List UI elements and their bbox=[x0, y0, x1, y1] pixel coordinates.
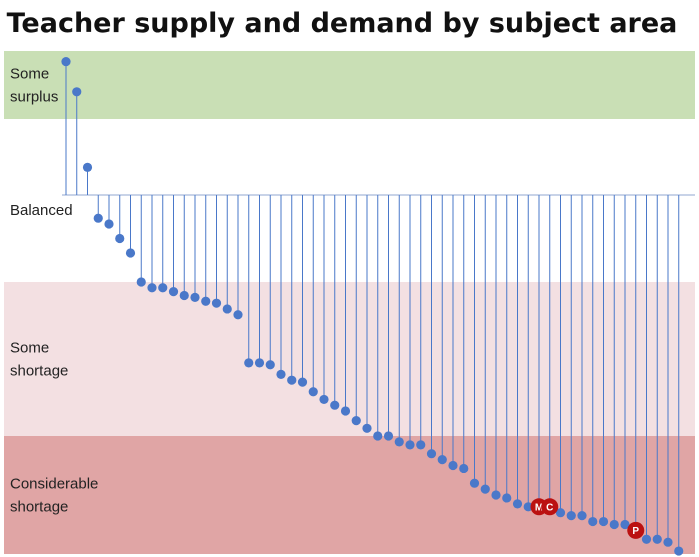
data-point bbox=[72, 87, 82, 97]
data-point bbox=[287, 375, 297, 385]
chart-title: Teacher supply and demand by subject are… bbox=[7, 8, 678, 39]
data-point bbox=[147, 283, 157, 293]
data-point bbox=[125, 248, 136, 258]
data-point bbox=[265, 360, 275, 370]
data-point bbox=[459, 463, 469, 474]
data-point bbox=[104, 219, 114, 229]
band-label-shortage-0: Some bbox=[10, 340, 49, 357]
data-point bbox=[362, 423, 372, 433]
band-label-shortage-1: shortage bbox=[10, 363, 68, 380]
highlights-layer: M C P bbox=[530, 498, 645, 539]
band-labels-layer: Some surplus Balanced Some shortage Considera… bbox=[10, 66, 98, 516]
data-point bbox=[405, 440, 415, 450]
stems-layer bbox=[65, 61, 680, 552]
band-label-surplus-1: surplus bbox=[10, 89, 58, 106]
data-point bbox=[351, 416, 361, 426]
data-point bbox=[577, 511, 587, 521]
bands-layer bbox=[4, 51, 695, 554]
data-point bbox=[416, 440, 426, 450]
data-point bbox=[555, 508, 566, 518]
band-label-considerable-1: shortage bbox=[10, 499, 68, 516]
data-point bbox=[308, 387, 318, 397]
data-point bbox=[190, 292, 200, 302]
data-point bbox=[620, 519, 630, 530]
data-point bbox=[244, 358, 254, 368]
data-point bbox=[448, 460, 458, 471]
data-point bbox=[598, 516, 609, 527]
data-point bbox=[222, 304, 232, 314]
data-point bbox=[179, 290, 189, 301]
data-point bbox=[201, 296, 211, 306]
data-point bbox=[276, 369, 286, 379]
highlight-label-C: C bbox=[546, 502, 553, 513]
data-point bbox=[254, 358, 265, 368]
data-point bbox=[297, 377, 308, 387]
band-label-surplus-0: Some bbox=[10, 66, 49, 83]
data-point bbox=[437, 455, 447, 465]
band-label-balanced-0: Balanced bbox=[10, 202, 73, 219]
data-point bbox=[641, 534, 652, 544]
data-point bbox=[588, 516, 598, 527]
data-point bbox=[652, 534, 662, 544]
data-point bbox=[82, 162, 93, 172]
data-point bbox=[136, 277, 146, 287]
data-point bbox=[512, 499, 523, 509]
data-point bbox=[566, 511, 576, 521]
data-point bbox=[211, 298, 222, 308]
data-point bbox=[426, 449, 437, 459]
highlight-label-P: P bbox=[632, 526, 639, 537]
data-point bbox=[502, 493, 512, 503]
highlight-marker-C bbox=[541, 498, 559, 516]
band-considerable bbox=[4, 436, 695, 554]
data-point bbox=[115, 233, 125, 244]
data-point bbox=[319, 394, 329, 405]
data-point bbox=[469, 478, 480, 488]
data-point bbox=[93, 213, 103, 223]
data-point bbox=[168, 287, 179, 297]
band-surplus bbox=[4, 51, 695, 119]
data-point bbox=[480, 484, 490, 494]
data-point bbox=[491, 490, 501, 500]
data-point bbox=[609, 519, 619, 530]
data-point bbox=[61, 56, 71, 67]
data-point bbox=[330, 400, 340, 410]
band-balanced bbox=[4, 119, 695, 282]
highlight-label-M: M bbox=[535, 502, 543, 513]
data-point bbox=[394, 437, 404, 447]
data-point bbox=[383, 431, 394, 441]
band-label-considerable-0: Considerable bbox=[10, 476, 98, 493]
data-point bbox=[663, 537, 673, 547]
data-point bbox=[523, 502, 533, 512]
data-point bbox=[373, 431, 383, 441]
highlight-marker-P bbox=[627, 521, 645, 539]
data-point bbox=[674, 546, 684, 556]
points-layer bbox=[61, 56, 684, 556]
data-point bbox=[158, 283, 168, 293]
data-point bbox=[233, 310, 243, 320]
data-point bbox=[340, 406, 351, 416]
